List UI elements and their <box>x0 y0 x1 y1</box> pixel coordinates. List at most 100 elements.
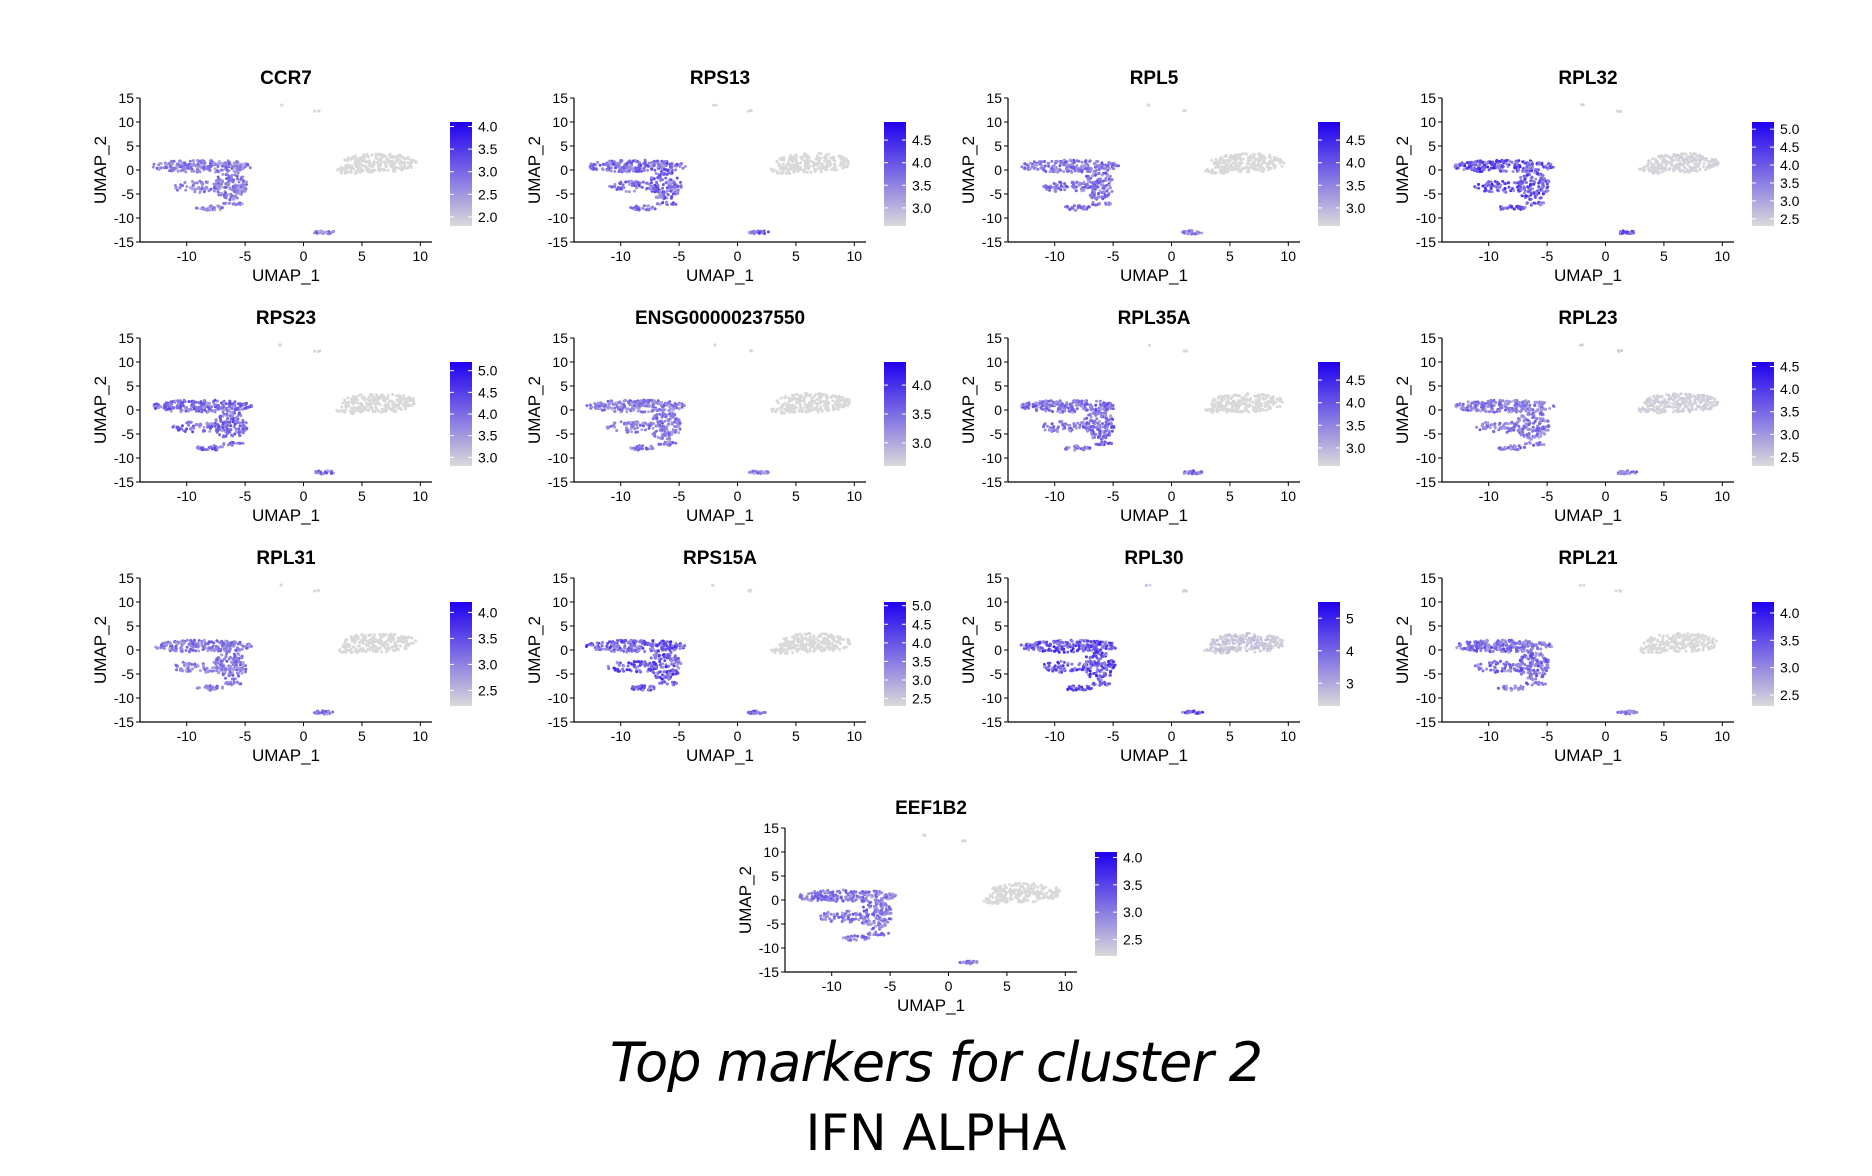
umap-point <box>241 431 245 435</box>
umap-point <box>1646 162 1650 166</box>
umap-point <box>172 406 176 410</box>
umap-point <box>393 155 396 159</box>
umap-point <box>635 401 639 405</box>
umap-point <box>171 425 175 429</box>
scatter-points <box>1020 103 1286 236</box>
umap-point <box>409 162 413 165</box>
umap-point <box>1680 155 1684 159</box>
umap-point <box>825 406 829 409</box>
umap-point <box>845 400 849 404</box>
y-tick-label: 15 <box>1420 90 1436 106</box>
umap-point <box>191 430 195 434</box>
panel-title: CCR7 <box>260 68 312 89</box>
umap-point <box>1517 205 1521 209</box>
umap-point <box>213 167 217 171</box>
umap-point <box>625 170 629 174</box>
umap-point <box>1523 191 1526 195</box>
umap-point <box>631 408 635 412</box>
umap-point <box>238 403 242 406</box>
umap-point <box>398 407 402 411</box>
umap-point <box>221 164 225 168</box>
umap-point <box>177 428 181 432</box>
x-tick-label: -10 <box>611 488 631 504</box>
umap-point <box>782 411 786 415</box>
umap-point <box>341 401 344 405</box>
colorbar <box>1318 122 1340 226</box>
umap-point <box>1195 230 1199 234</box>
umap-point <box>227 443 230 447</box>
umap-point <box>627 165 631 169</box>
umap-point <box>787 396 791 400</box>
umap-point <box>280 103 283 107</box>
umap-point <box>820 162 824 166</box>
umap-point <box>187 400 191 404</box>
umap-point <box>1110 422 1114 426</box>
umap-point <box>749 109 753 113</box>
umap-point <box>827 164 831 168</box>
umap-point <box>1044 184 1048 188</box>
umap-point <box>1044 409 1048 413</box>
umap-point <box>184 170 188 174</box>
umap-point <box>653 207 657 211</box>
umap-point <box>640 185 644 189</box>
umap-point <box>798 400 802 404</box>
umap-point <box>245 163 249 167</box>
umap-point <box>633 166 637 170</box>
umap-point <box>216 426 220 430</box>
umap-point <box>1039 166 1043 170</box>
y-tick-label: -5 <box>1424 186 1437 202</box>
y-tick-label: -5 <box>556 426 569 442</box>
umap-point <box>1101 197 1105 201</box>
umap-point <box>1196 472 1200 476</box>
umap-point <box>1544 164 1548 168</box>
umap-point <box>1104 176 1108 180</box>
umap-point <box>1025 401 1029 405</box>
umap-point <box>795 392 799 396</box>
umap-point <box>1495 158 1499 162</box>
umap-point <box>674 441 678 445</box>
umap-point <box>822 156 826 159</box>
umap-point <box>240 202 244 206</box>
umap-point <box>1083 417 1086 421</box>
umap-point <box>656 195 660 199</box>
umap-point <box>846 403 850 407</box>
umap-point <box>1108 174 1112 178</box>
umap-point <box>647 403 651 407</box>
umap-point <box>831 394 835 398</box>
umap-point <box>647 204 651 208</box>
y-axis-label: UMAP_2 <box>959 136 978 204</box>
umap-point <box>663 434 667 438</box>
y-tick-label: 10 <box>1420 114 1436 130</box>
umap-point <box>804 155 808 159</box>
umap-point <box>798 394 802 398</box>
umap-point <box>645 181 649 185</box>
umap-point <box>1539 178 1543 182</box>
y-tick-label: -10 <box>1416 210 1436 226</box>
umap-point <box>189 420 193 424</box>
umap-point <box>585 404 589 408</box>
umap-point <box>1227 156 1231 159</box>
umap-point <box>675 190 679 194</box>
umap-point <box>367 164 371 168</box>
umap-point <box>1537 188 1541 192</box>
umap-point <box>1519 183 1523 186</box>
umap-point <box>642 398 646 402</box>
umap-point <box>237 179 241 183</box>
x-tick-label: 5 <box>358 488 366 504</box>
umap-point <box>816 158 820 161</box>
umap-point <box>1063 182 1067 186</box>
umap-point <box>343 158 347 162</box>
umap-point <box>643 428 647 432</box>
umap-point <box>1507 181 1510 185</box>
umap-point <box>233 162 237 166</box>
x-tick-label: 10 <box>413 488 429 504</box>
umap-point <box>153 407 157 410</box>
umap-point <box>1029 166 1033 170</box>
umap-point <box>1481 165 1484 169</box>
umap-point <box>240 183 244 187</box>
umap-point <box>1506 164 1510 168</box>
umap-point <box>1492 166 1496 170</box>
umap-point <box>320 230 324 234</box>
umap-point <box>625 410 629 414</box>
umap-point <box>345 163 348 167</box>
